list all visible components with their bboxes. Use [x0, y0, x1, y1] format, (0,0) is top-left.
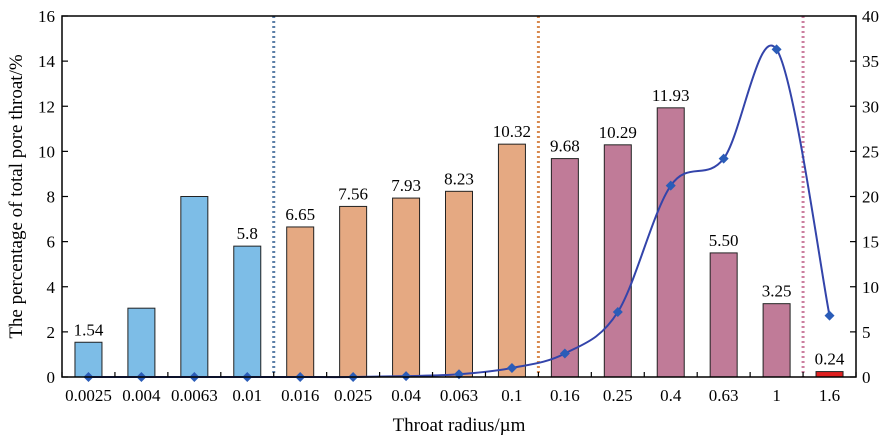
bar-0.1: [497, 143, 526, 378]
line-point-1: [771, 44, 782, 55]
y-tick-label: 10: [38, 142, 55, 161]
x-tick-label: 0.01: [232, 386, 262, 405]
y2-tick-label: 20: [862, 188, 879, 207]
x-tick-label: 0.1: [501, 386, 522, 405]
bars-layer: [74, 107, 844, 378]
y-tick-label: 2: [47, 323, 56, 342]
bar-data-label: 10.32: [493, 122, 531, 141]
bar-0.63: [709, 252, 738, 378]
y2-tick-label: 10: [862, 278, 879, 297]
x-tick-label: 0.16: [550, 386, 580, 405]
line-point-0.4: [665, 180, 676, 191]
x-tick-label: 0.04: [391, 386, 421, 405]
y2-tick-label: 5: [862, 323, 871, 342]
reference-lines-layer: [272, 16, 805, 377]
y2-tick-label: 15: [862, 233, 879, 252]
x-tick-label: 1.6: [819, 386, 840, 405]
bar-0.016: [286, 226, 315, 378]
bar-data-label: 3.25: [762, 282, 792, 301]
bar-0.25: [603, 144, 632, 378]
bar-data-label: 5.50: [709, 231, 739, 250]
x-tick-label: 0.025: [334, 386, 372, 405]
y-tick-label: 16: [38, 7, 55, 26]
line-point-1.6: [824, 310, 835, 321]
y-tick-label: 4: [47, 278, 56, 297]
axes-layer: 0 2 4 6 8 10 12 14 16 0 5 10 15 20 25 30 35 40 0.0025 0.004…: [38, 7, 879, 405]
y-tick-label: 14: [38, 52, 56, 71]
bar-data-label: 7.93: [391, 176, 421, 195]
line-point-0.1: [506, 362, 517, 373]
bar-1.6: [815, 371, 844, 378]
bar-data-label: 5.8: [237, 224, 258, 243]
bar-data-label: 0.24: [815, 350, 845, 369]
bar-1: [762, 303, 791, 378]
y-tick-label: 12: [38, 97, 55, 116]
x-tick-label: 0.004: [122, 386, 161, 405]
x-tick-label: 0.4: [660, 386, 682, 405]
y-axis-title: The percentage of total pore throat/%: [6, 54, 27, 339]
line-point-0.25: [612, 307, 623, 318]
bar-0.0025: [74, 341, 103, 378]
bar-0.063: [445, 190, 473, 378]
line-point-0.63: [718, 153, 729, 164]
y-tick-label: 8: [47, 188, 56, 207]
y2-tick-label: 25: [862, 142, 879, 161]
x-tick-label: 0.0063: [171, 386, 218, 405]
bar-0.4: [656, 107, 685, 378]
line-point-0.16: [559, 348, 570, 359]
bar-data-label: 11.93: [652, 86, 690, 105]
bar-data-label: 8.23: [444, 169, 474, 188]
line-point-0.04: [401, 371, 412, 382]
x-tick-label: 0.0025: [65, 386, 112, 405]
bar-0.16: [550, 158, 579, 378]
bar-data-label: 7.56: [338, 184, 368, 203]
y-tick-label: 6: [47, 233, 56, 252]
bar-data-label: 6.65: [285, 205, 315, 224]
bar-0.0063: [180, 196, 209, 378]
bar-0.025: [339, 205, 368, 378]
y2-tick-label: 40: [862, 7, 879, 26]
bar-0.01: [233, 245, 262, 378]
bar-data-label: 10.29: [599, 123, 637, 142]
bar-0.04: [392, 197, 421, 378]
bar-data-label: 9.68: [550, 137, 580, 156]
bar-0.004: [127, 307, 156, 378]
bar-data-label: 1.54: [74, 320, 104, 339]
x-tick-label: 0.25: [603, 386, 633, 405]
y2-tick-label: 35: [862, 52, 879, 71]
x-tick-label: 0.063: [440, 386, 478, 405]
x-tick-label: 1: [772, 386, 781, 405]
y-tick-label: 0: [47, 368, 56, 387]
y2-tick-label: 30: [862, 97, 879, 116]
x-axis-title: Throat radius/µm: [393, 415, 526, 436]
x-tick-label: 0.016: [281, 386, 319, 405]
y2-tick-label: 0: [862, 368, 871, 387]
labels-layer: 1.54 5.8 6.65 7.56 7.93 8.23 10.32 9.68 10.29 11.…: [74, 86, 845, 369]
x-tick-label: 0.63: [709, 386, 739, 405]
